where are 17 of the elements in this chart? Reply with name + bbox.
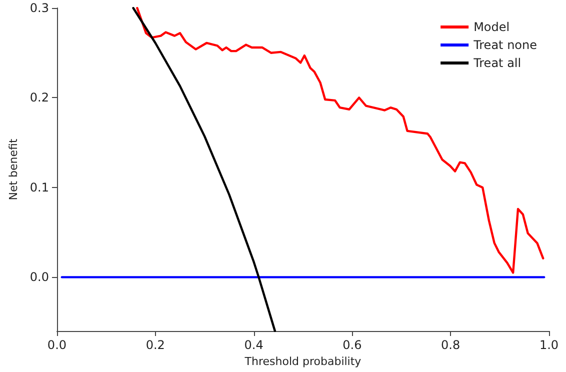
x-axis-title: Threshold probability [244,354,362,368]
x-tick-label: 0.6 [342,338,362,352]
y-tick-label: 0.2 [30,90,49,105]
x-tick-label: 0.4 [244,338,264,352]
line-series [132,6,276,332]
line-series [136,6,544,274]
y-tick-label: 0.1 [30,180,49,194]
y-tick-label: 0.3 [30,1,49,15]
legend-label: Treat all [472,56,522,70]
x-tick-label: 0.0 [47,338,67,352]
y-axis-title: Net benefit [7,138,20,200]
x-tick-label: 0.8 [441,338,460,352]
legend-label: Treat none [472,38,538,52]
x-tick-label: 1.0 [539,338,559,352]
legend-label: Model [474,20,510,34]
x-tick-label: 0.2 [146,338,165,352]
y-tick-label: 0.0 [30,270,49,284]
